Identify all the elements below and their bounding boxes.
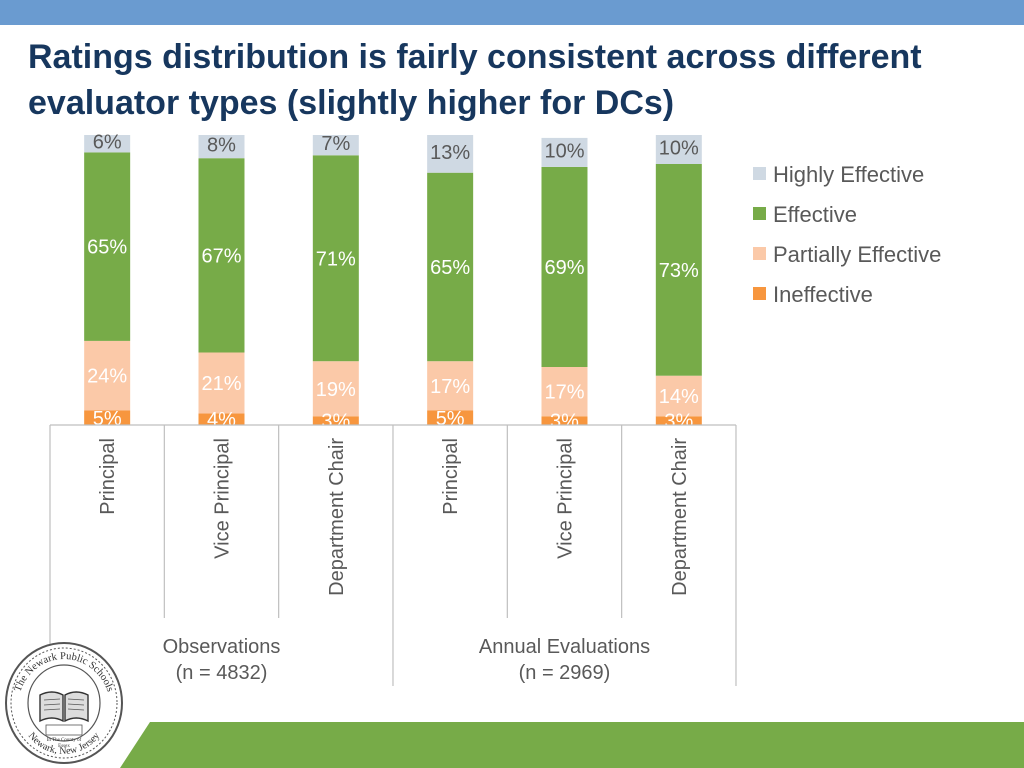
- data-label: 21%: [201, 373, 241, 395]
- data-labels-layer: 5% 24% 65% 6% 4% 21% 67% 8% 3% 19% 71% 7% 5% 17% 65% 13…: [87, 132, 699, 433]
- bar-segment-partially-effective: [427, 361, 474, 411]
- bar-segment-highly-effective: [427, 135, 474, 173]
- legend-swatch: [753, 167, 766, 180]
- category-tick-label: Principal: [97, 438, 119, 515]
- bar-segment-ineffective: [198, 413, 245, 425]
- bar-segment-ineffective: [541, 416, 588, 425]
- legend: Highly Effective Effective Partially Effec…: [753, 162, 941, 307]
- data-label: 5%: [93, 408, 122, 430]
- bars-layer: [84, 135, 702, 425]
- bar-segment-highly-effective: [655, 135, 702, 164]
- group-label: Annual Evaluations: [479, 636, 650, 658]
- data-label: 7%: [321, 133, 350, 155]
- category-tick-label: Principal: [440, 438, 462, 515]
- bottom-green-band: [120, 722, 1024, 768]
- legend-swatch: [753, 287, 766, 300]
- data-label: 65%: [87, 237, 127, 259]
- legend-label: Effective: [773, 202, 857, 227]
- svg-text:Essex: Essex: [58, 744, 70, 749]
- data-label: 14%: [659, 386, 699, 408]
- category-tick-label: Department Chair: [326, 438, 348, 596]
- svg-text:In The County of: In The County of: [47, 738, 82, 743]
- bar-segment-partially-effective: [84, 340, 131, 411]
- bar-segment-partially-effective: [655, 375, 702, 417]
- bar-segment-effective: [427, 172, 474, 362]
- data-label: 8%: [207, 135, 236, 157]
- data-label: 5%: [436, 408, 465, 430]
- data-label: 13%: [430, 142, 470, 164]
- data-label: 67%: [201, 245, 241, 267]
- data-label: 4%: [207, 409, 236, 431]
- data-label: 17%: [430, 376, 470, 398]
- newark-public-schools-seal: The Newark Public Schools Newark, New Je…: [5, 642, 123, 764]
- legend-label: Highly Effective: [773, 162, 924, 187]
- category-tick-label: Vice Principal: [554, 438, 576, 559]
- bar-segment-highly-effective: [84, 135, 131, 153]
- bar-segment-effective: [84, 152, 131, 341]
- bar-segment-ineffective: [84, 410, 131, 425]
- data-label: 6%: [93, 132, 122, 154]
- data-label: 3%: [550, 411, 579, 433]
- group-label: (n = 4832): [176, 662, 268, 684]
- data-label: 24%: [87, 366, 127, 388]
- slide-title: Ratings distribution is fairly consisten…: [28, 38, 922, 122]
- bar-segment-ineffective: [655, 416, 702, 425]
- top-accent-bar: [0, 0, 1024, 25]
- legend-swatch: [753, 247, 766, 260]
- bar-segment-partially-effective: [541, 367, 588, 417]
- legend-swatch: [753, 207, 766, 220]
- data-label: 17%: [544, 382, 584, 404]
- data-label: 73%: [659, 260, 699, 282]
- bar-segment-partially-effective: [198, 352, 245, 414]
- legend-label: Ineffective: [773, 282, 873, 307]
- data-label: 3%: [321, 411, 350, 433]
- data-label: 69%: [544, 257, 584, 279]
- data-label: 71%: [316, 248, 356, 270]
- bar-segment-effective: [655, 164, 702, 376]
- data-label: 3%: [664, 411, 693, 433]
- data-label: 10%: [544, 140, 584, 162]
- bar-segment-ineffective: [312, 416, 359, 425]
- data-label: 19%: [316, 379, 356, 401]
- data-label: 10%: [659, 138, 699, 160]
- bar-segment-effective: [198, 158, 245, 353]
- bar-segment-ineffective: [427, 410, 474, 425]
- bar-segment-highly-effective: [541, 137, 588, 167]
- bar-segment-effective: [541, 166, 588, 367]
- category-axis: Principal Vice Principal Department Chair P…: [49, 424, 737, 686]
- bar-segment-highly-effective: [198, 135, 245, 159]
- legend-label: Partially Effective: [773, 242, 941, 267]
- category-tick-label: Department Chair: [669, 438, 691, 596]
- group-label: (n = 2969): [519, 662, 611, 684]
- category-tick-label: Vice Principal: [211, 438, 233, 559]
- stacked-bar-chart: 5% 24% 65% 6% 4% 21% 67% 8% 3% 19% 71% 7% 5% 17% 65% 13…: [49, 132, 941, 686]
- group-label: Observations: [163, 636, 281, 658]
- bar-segment-effective: [312, 155, 359, 362]
- bar-segment-highly-effective: [312, 135, 359, 156]
- data-label: 65%: [430, 257, 470, 279]
- bar-segment-partially-effective: [312, 361, 359, 417]
